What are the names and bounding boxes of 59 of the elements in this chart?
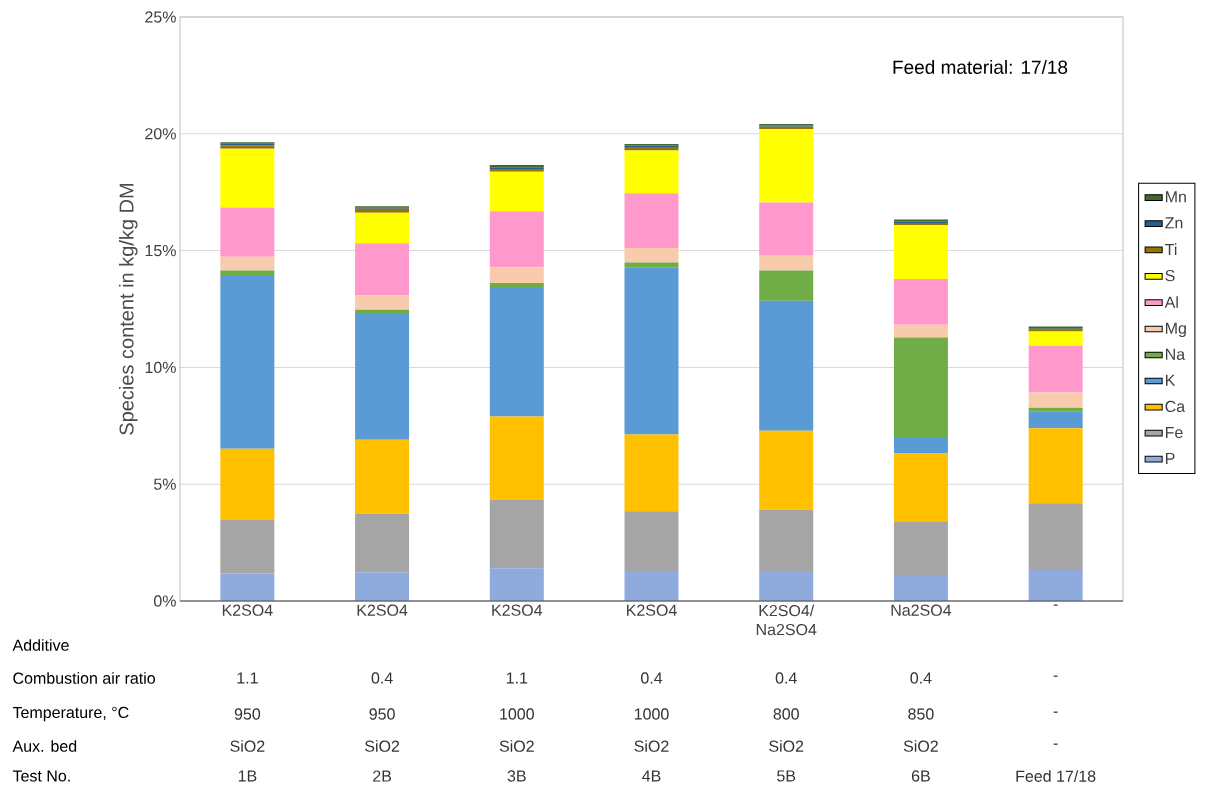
x-tick-label: Na2SO4: [891, 604, 952, 616]
text: 1B: [238, 770, 257, 782]
x-tick-label: K2SO4: [627, 604, 677, 616]
legend-label: Ti: [1165, 243, 1177, 255]
text: 1.1: [506, 672, 528, 684]
legend-label: Mn: [1165, 191, 1186, 203]
legend-label: K: [1165, 374, 1176, 386]
legend-label: P: [1165, 452, 1175, 464]
text: 1.1: [237, 672, 258, 684]
text: -: [1053, 675, 1058, 677]
annotation: Feed material: 17/18: [893, 60, 1068, 74]
y-tick-label: 20%: [145, 128, 176, 140]
text: Feed 17/18: [1016, 770, 1096, 782]
legend-label: Fe: [1165, 426, 1183, 439]
text: 3B: [507, 770, 526, 782]
text: 850: [908, 708, 934, 720]
text: SiO2: [634, 740, 669, 752]
legend-label: S: [1165, 269, 1175, 282]
text: Aux. bed: [12, 740, 77, 752]
text: 0.4: [775, 672, 797, 684]
x-tick-label: K2SO4: [222, 604, 273, 616]
legend-label: Mg: [1165, 322, 1186, 338]
legend-label: Al: [1164, 296, 1178, 308]
text: 2B: [373, 770, 392, 782]
legend-label: Na: [1165, 348, 1186, 360]
y-axis-title: Species content in kg/kg DM: [118, 183, 138, 435]
text: Temperature, °C: [12, 706, 129, 722]
x-tick-label: K2SO4: [492, 604, 543, 616]
x-tick-label: K2SO4: [357, 604, 408, 616]
text: 0.4: [371, 672, 393, 684]
text: 1000: [634, 708, 669, 720]
text: 0.4: [641, 672, 663, 684]
text: Test No.: [12, 770, 70, 782]
y-tick-label: 10%: [145, 361, 176, 374]
legend-label: Zn: [1165, 217, 1183, 229]
text: 800: [773, 708, 799, 720]
text: -: [1053, 743, 1058, 745]
text: 1000: [500, 708, 534, 720]
y-tick-label: 15%: [145, 244, 176, 257]
x-tick-label: K2SO4/ Na2SO4: [756, 604, 817, 636]
text: Combustion air ratio: [13, 672, 155, 684]
legend-label: Ca: [1165, 400, 1186, 413]
text: 950: [369, 708, 395, 720]
text: 6B: [911, 770, 930, 782]
text: 4B: [642, 770, 661, 782]
text: -: [1053, 711, 1058, 713]
text: SiO2: [769, 740, 804, 752]
y-tick-label: 25%: [145, 11, 176, 23]
text: SiO2: [230, 740, 265, 752]
text: 5B: [777, 770, 796, 782]
text: 0.4: [910, 672, 932, 684]
text: Additive: [12, 639, 69, 651]
text: SiO2: [365, 740, 400, 752]
text: 950: [234, 708, 261, 720]
y-tick-label: 5%: [153, 478, 176, 490]
y-tick-label: 0%: [153, 595, 176, 607]
text: SiO2: [499, 740, 534, 752]
x-tick-label: -: [1053, 604, 1058, 606]
text: SiO2: [903, 740, 938, 752]
